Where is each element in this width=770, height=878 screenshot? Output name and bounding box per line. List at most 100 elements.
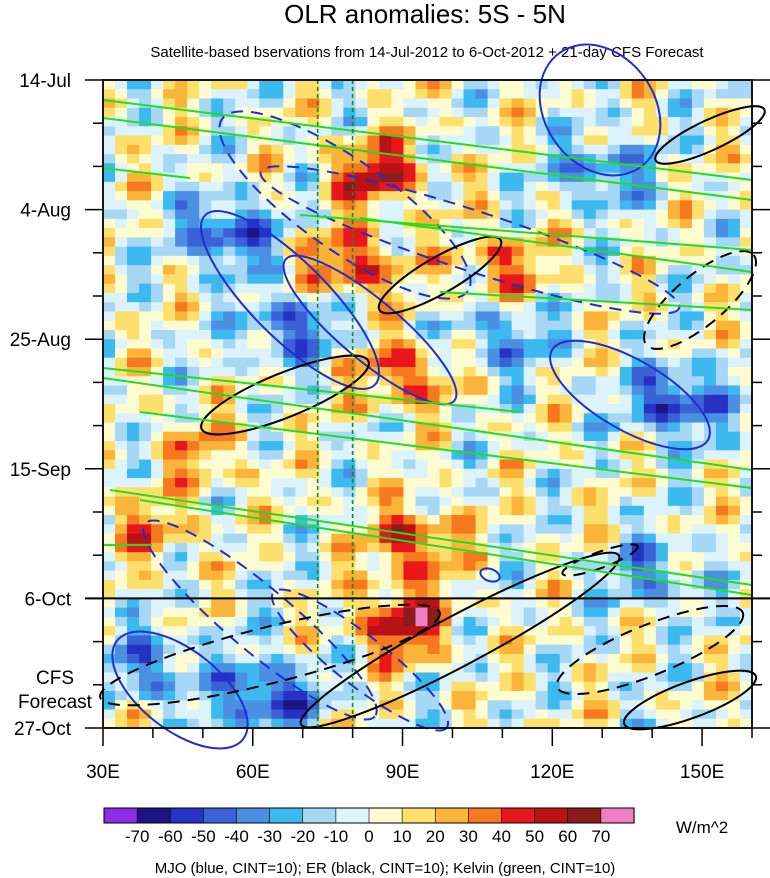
anomaly-cell: [247, 209, 260, 220]
anomaly-cell: [307, 181, 320, 192]
anomaly-cell: [403, 542, 417, 553]
anomaly-cell: [139, 172, 152, 183]
anomaly-cell: [319, 653, 332, 664]
anomaly-cell: [655, 496, 669, 507]
anomaly-cell: [235, 376, 248, 387]
anomaly-cell: [235, 274, 248, 285]
anomaly-cell: [475, 690, 489, 701]
anomaly-cell: [391, 672, 405, 683]
anomaly-cell: [331, 533, 344, 544]
anomaly-cell: [523, 126, 537, 137]
anomaly-cell: [571, 209, 585, 220]
anomaly-cell: [439, 478, 453, 488]
anomaly-cell: [499, 376, 513, 387]
anomaly-cell: [571, 496, 585, 507]
anomaly-cell: [379, 218, 393, 229]
anomaly-cell: [271, 311, 284, 322]
anomaly-cell: [415, 376, 429, 387]
anomaly-cell: [331, 126, 344, 137]
anomaly-cell: [307, 542, 320, 553]
anomaly-cell: [595, 218, 609, 229]
er-contour: [622, 669, 758, 731]
anomaly-cell: [559, 357, 573, 368]
anomaly-cell: [511, 191, 525, 201]
anomaly-cell: [319, 357, 332, 368]
anomaly-cell: [535, 200, 549, 211]
anomaly-cell: [103, 441, 116, 451]
anomaly-cell: [655, 366, 669, 377]
anomaly-cell: [643, 681, 657, 692]
anomaly-cell: [295, 681, 308, 692]
anomaly-cell: [391, 552, 405, 562]
anomaly-cell: [427, 413, 441, 424]
anomaly-cell: [595, 126, 609, 137]
anomaly-cell: [679, 255, 693, 266]
anomaly-cell: [703, 700, 717, 711]
anomaly-cell: [739, 98, 753, 109]
anomaly-cell: [391, 561, 405, 572]
anomaly-cell: [223, 589, 236, 599]
anomaly-cell: [619, 718, 633, 729]
er-contour: [99, 603, 441, 707]
anomaly-cell: [511, 616, 525, 627]
anomaly-cell: [727, 237, 741, 248]
anomaly-cell: [343, 302, 356, 313]
anomaly-cell: [223, 431, 236, 442]
anomaly-cell: [391, 320, 405, 331]
anomaly-cell: [103, 246, 116, 257]
anomaly-cell: [427, 441, 441, 451]
anomaly-cell: [619, 265, 633, 275]
anomaly-cell: [571, 366, 585, 377]
anomaly-cell: [559, 255, 573, 266]
anomaly-cell: [451, 542, 465, 553]
colorbar-label: -70: [125, 827, 150, 846]
anomaly-cell: [511, 357, 525, 368]
anomaly-cell: [451, 283, 465, 294]
anomaly-cell: [139, 228, 152, 238]
anomaly-cell: [403, 616, 417, 627]
anomaly-cell: [583, 644, 597, 655]
anomaly-cell: [499, 672, 513, 683]
anomaly-cell: [283, 487, 296, 498]
anomaly-cell: [115, 404, 128, 414]
anomaly-cell: [151, 246, 164, 257]
colorbar-label: 40: [492, 827, 511, 846]
anomaly-cell: [151, 181, 164, 192]
anomaly-cell: [583, 348, 597, 359]
anomaly-cell: [307, 172, 320, 183]
anomaly-cell: [139, 718, 152, 729]
anomaly-cell: [211, 422, 224, 433]
anomaly-cell: [631, 450, 645, 461]
anomaly-cell: [199, 385, 212, 396]
anomaly-cell: [499, 579, 513, 590]
anomaly-cell: [367, 302, 381, 313]
anomaly-cell: [259, 172, 272, 183]
anomaly-cell: [619, 478, 633, 488]
anomaly-cell: [103, 191, 116, 201]
anomaly-cell: [439, 690, 453, 701]
anomaly-cell: [259, 366, 272, 377]
anomaly-cell: [283, 89, 296, 100]
anomaly-cell: [463, 524, 477, 535]
anomaly-cell: [103, 653, 116, 664]
anomaly-cell: [583, 339, 597, 350]
anomaly-cell: [583, 570, 597, 581]
anomaly-cell: [223, 348, 236, 359]
anomaly-cell: [187, 394, 200, 405]
anomaly-cell: [151, 663, 164, 674]
anomaly-cell: [103, 709, 116, 720]
anomaly-cell: [103, 459, 116, 470]
anomaly-cell: [103, 431, 116, 442]
anomaly-cell: [259, 228, 272, 238]
anomaly-cell: [643, 292, 657, 303]
anomaly-cell: [631, 413, 645, 424]
colorbar-swatch: [236, 807, 271, 824]
anomaly-cell: [463, 431, 477, 442]
anomaly-cell: [691, 709, 705, 720]
anomaly-cell: [415, 413, 429, 424]
anomaly-cell: [187, 635, 200, 646]
anomaly-cell: [331, 690, 344, 701]
anomaly-cell: [439, 515, 453, 525]
anomaly-cell: [427, 505, 441, 516]
anomaly-cell: [559, 598, 573, 609]
